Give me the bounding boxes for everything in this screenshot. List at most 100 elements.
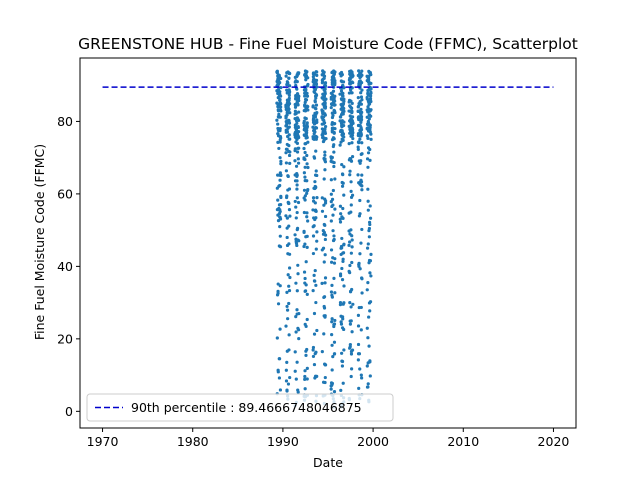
scatter-point [341,94,345,98]
scatter-point [286,382,291,386]
scatter-point [341,102,346,106]
scatter-point [305,153,309,158]
scatter-point [311,75,315,79]
scatter-point [330,333,334,337]
scatter-point [276,370,280,374]
scatter-point [340,137,344,141]
scatter-point [294,281,298,285]
scatter-point [340,266,344,271]
scatter-point [350,260,354,265]
scatter-point [331,238,336,243]
scatter-point [341,317,345,321]
scatter-point [367,77,371,81]
scatter-point [332,69,336,73]
scatter-point [365,385,370,389]
scatter-point [332,390,337,394]
y-tick-label-40: 40 [57,259,73,274]
scatter-point [356,133,360,138]
scatter-point [284,169,288,173]
scatter-point [368,359,372,363]
scatter-point [321,102,325,106]
scatter-point [278,327,282,331]
scatter-point [340,121,344,125]
scatter-point [294,377,298,381]
scatter-point [285,120,289,124]
scatter-point [287,224,291,228]
scatter-point [369,91,373,95]
scatter-point [303,124,308,128]
scatter-point [329,248,334,252]
scatter-point [302,146,306,151]
scatter-point [340,236,344,241]
scatter-point [320,209,325,213]
scatter-point [358,252,362,256]
scatter-point [284,151,288,155]
scatter-point [339,79,343,83]
scatter-point [322,177,326,181]
scatter-point [347,109,351,113]
scatter-point [295,187,299,191]
scatter-point [284,214,288,218]
scatter-point [356,358,360,362]
scatter-point [332,234,336,238]
scatter-point [330,82,334,87]
scatter-point [295,121,299,125]
scatter-point [358,367,362,371]
scatter-point [358,198,362,203]
scatter-point [285,88,289,92]
scatter-point [348,346,352,350]
scatter-point [303,322,307,326]
scatter-point [293,132,297,136]
scatter-point [357,264,361,268]
scatter-point [333,177,337,181]
scatter-point [324,124,328,129]
scatter-point [313,87,318,92]
scatter-point [329,290,334,294]
scatter-point [332,164,336,169]
scatter-point [296,161,301,165]
scatter-point [320,127,324,131]
scatter-point [339,115,343,119]
scatter-point [303,157,307,162]
scatter-point [278,178,282,182]
scatter-point [323,127,327,131]
scatter-point [295,308,299,312]
scatter-point [339,314,343,318]
scatter-point [356,352,361,356]
scatter-point [331,188,335,193]
scatter-point [297,135,301,140]
scatter-point [323,153,327,157]
scatter-point [330,91,334,95]
scatter-point [304,78,308,82]
scatter-point [296,390,300,394]
scatter-point [368,99,372,103]
scatter-point [338,217,342,221]
scatter-point [303,194,307,198]
scatter-point [357,69,361,73]
scatter-point [342,301,346,305]
scatter-point [348,156,352,161]
scatter-point [332,72,336,76]
scatter-point [315,118,319,122]
scatter-point [313,209,318,213]
scatter-point [305,211,309,215]
scatter-point [351,131,355,135]
scatter-point [313,114,317,118]
scatter-point [285,349,289,353]
scatter-point [303,94,307,98]
scatter-point [295,312,299,316]
scatter-point [331,98,336,103]
scatter-point [284,368,288,372]
scatter-point [294,95,298,99]
scatter-point [275,186,279,190]
scatter-point [285,91,289,95]
scatter-point [339,322,344,326]
scatter-point [320,122,324,126]
scatter-point [297,328,301,332]
scatter-point [333,110,337,115]
scatter-point [366,281,370,285]
scatter-point [284,107,288,111]
scatter-point [294,128,299,132]
scatter-point [303,142,307,146]
scatter-point [305,245,309,249]
